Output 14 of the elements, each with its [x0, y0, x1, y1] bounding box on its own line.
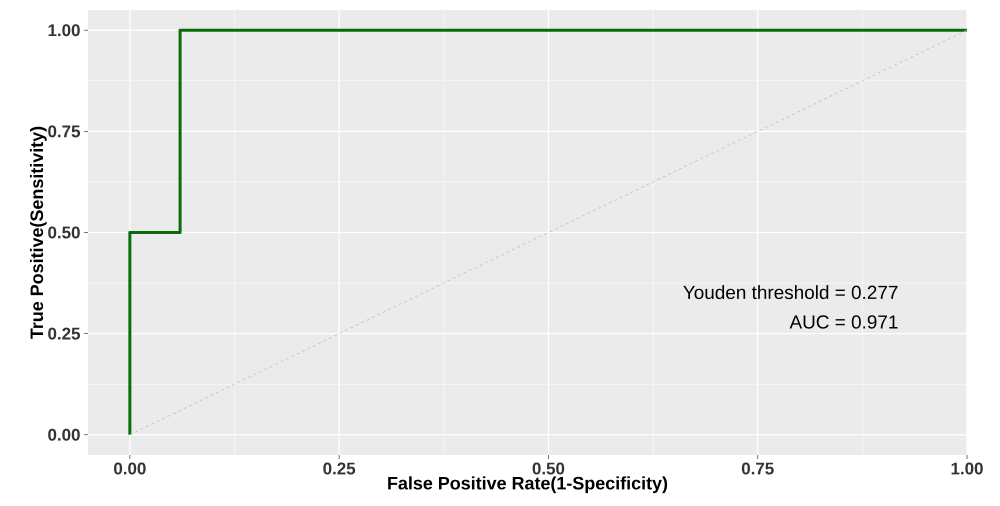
annotation: Youden threshold = 0.277 — [683, 285, 898, 300]
x-tick-label: 1.00 — [952, 462, 983, 475]
x-axis-title: False Positive Rate(1-Specificity) — [388, 476, 668, 494]
x-tick-label: 0.25 — [323, 462, 356, 475]
y-tick-label: 1.00 — [48, 24, 80, 36]
y-axis-title: True Positive(Sensitivity) — [30, 126, 47, 339]
y-tick-label: 0.00 — [48, 428, 80, 441]
y-tick-label: 0.75 — [48, 125, 80, 138]
annotation: AUC = 0.971 — [790, 315, 898, 329]
x-tick-label: 0.00 — [114, 462, 146, 475]
x-tick-label: 0.75 — [742, 462, 774, 475]
y-tick-label: 0.25 — [48, 328, 80, 340]
y-tick-label: 0.50 — [48, 226, 80, 238]
x-tick-label: 0.50 — [532, 462, 564, 475]
